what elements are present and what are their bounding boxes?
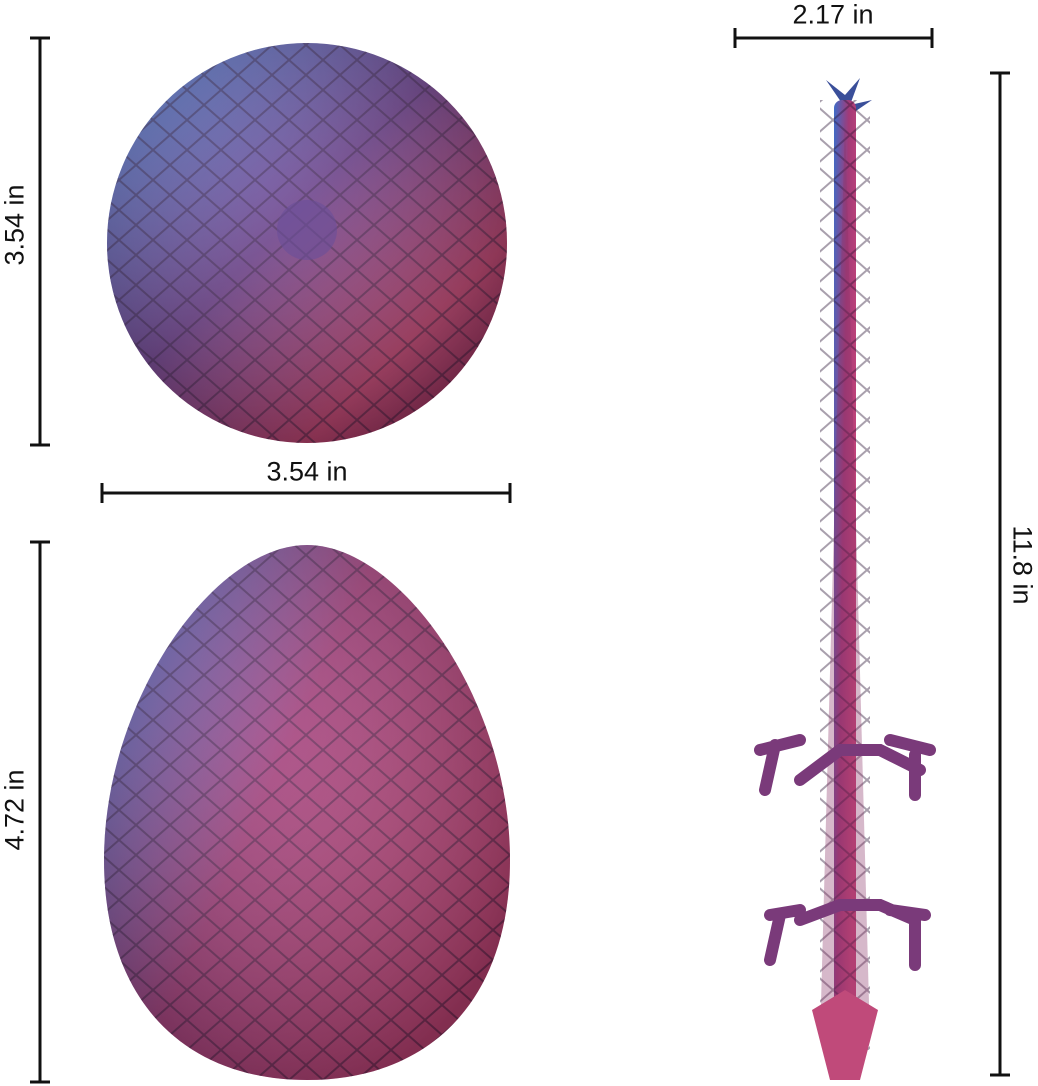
sphere-width-line xyxy=(100,483,512,503)
sphere-height-line xyxy=(30,36,50,447)
dragon-width-label: 2.17 in xyxy=(792,0,874,30)
articulated-dragon-image xyxy=(754,78,936,1080)
dragon-length-line xyxy=(990,71,1010,1077)
egg-height-label: 4.72 in xyxy=(0,769,30,851)
dragon-width-line xyxy=(733,28,934,48)
dragon-length-label: 11.8 in xyxy=(1007,525,1038,605)
dragon-egg-sphere-image xyxy=(107,43,507,443)
sphere-height-label: 3.54 in xyxy=(0,184,30,266)
sphere-width-label: 3.54 in xyxy=(266,456,348,487)
dimension-lines xyxy=(30,28,1010,1084)
egg-height-line xyxy=(30,540,50,1084)
dragon-egg-image xyxy=(104,545,510,1080)
